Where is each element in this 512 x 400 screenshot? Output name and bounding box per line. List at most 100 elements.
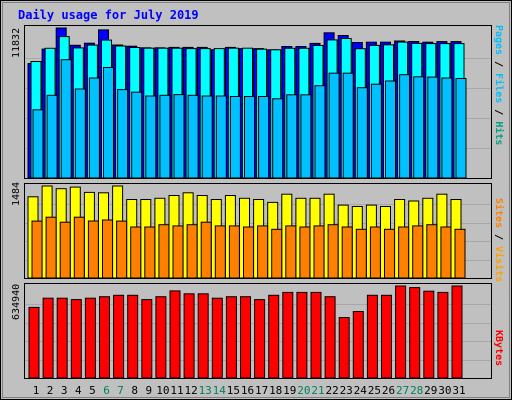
bar-kbytes-day-21 [310,291,322,379]
bar-sites-day-12 [186,224,198,279]
bar-kbytes-day-8 [127,294,139,379]
visits-sites-panel [24,183,492,279]
x-tick-label: 23 [340,384,353,397]
x-tick-label: 19 [283,384,296,397]
hits-ymax-label: 11832 [11,28,22,58]
bar-kbytes-day-1 [28,306,40,379]
bar-sites-day-16 [243,226,254,279]
bar-sites-day-27 [398,226,410,279]
bar-sites-day-28 [412,225,424,279]
bar-kbytes-day-25 [366,294,378,379]
bar-pages-day-14 [215,95,227,179]
bar-kbytes-day-15 [225,296,237,379]
bar-pages-day-6 [103,67,114,179]
x-tick-label: 4 [75,384,82,397]
bar-pages-day-25 [370,83,382,179]
legend-visits: Visits [493,246,505,282]
bar-kbytes-day-19 [282,291,294,379]
bar-kbytes-day-10 [155,296,167,379]
legend-sep-2: / [493,103,504,121]
bar-pages-day-4 [74,88,86,179]
bar-kbytes-day-3 [56,297,68,379]
x-axis-day-labels: 1 2 3 4 5 6 7 8 9 10 11 12 13 14 15 16 17 18 19 20 21 22 23 24 2… [33,384,466,397]
bar-pages-day-18 [272,98,284,179]
bar-kbytes-day-22 [324,296,336,379]
legend-hits: Hits [493,121,505,145]
bar-kbytes-day-29 [423,290,435,379]
bar-pages-day-26 [385,80,396,179]
bar-pages-day-23 [342,72,354,179]
bar-sites-day-8 [130,226,142,279]
bar-pages-day-1 [32,109,44,179]
bar-sites-day-3 [59,221,71,279]
bar-pages-day-8 [131,91,143,179]
x-tick-label: 26 [382,384,395,397]
bar-pages-day-2 [46,94,58,179]
x-tick-label: 8 [131,384,138,397]
bar-pages-day-31 [455,78,467,179]
x-tick-label: 24 [354,384,368,397]
x-tick-label: 27 [396,384,409,397]
bar-pages-day-13 [201,95,213,179]
bar-sites-day-13 [200,221,212,279]
bar-kbytes-day-13 [197,293,209,379]
bar-sites-day-14 [214,225,226,279]
bar-kbytes-day-9 [141,299,153,379]
bar-pages-day-9 [145,95,157,179]
x-tick-label: 5 [89,384,96,397]
bar-kbytes-day-12 [183,293,195,379]
bar-kbytes-day-24 [352,311,364,379]
bar-sites-day-1 [31,220,43,279]
x-tick-label: 31 [452,384,465,397]
bar-sites-day-23 [341,226,353,279]
bar-pages-day-16 [244,96,255,179]
bar-pages-day-17 [258,96,270,179]
x-tick-label: 6 [103,384,110,397]
kbytes-ymax-label: 634940 [11,284,22,320]
legend-sep-3: / [493,228,504,246]
bar-kbytes-day-20 [296,291,308,379]
x-tick-label: 1 [33,384,40,397]
bar-sites-day-21 [313,225,325,279]
legend-sep-1: / [493,55,504,73]
visits-side-legend: Sites / Visits [493,198,505,282]
bar-sites-day-2 [45,216,57,279]
bar-sites-day-15 [228,225,240,279]
x-tick-label: 16 [241,384,254,397]
bar-pages-day-24 [356,87,368,179]
bar-kbytes-day-18 [268,294,280,379]
bar-sites-day-22 [327,224,339,279]
kbytes-panel [24,283,492,379]
x-tick-label: 9 [145,384,152,397]
x-tick-label: 30 [438,384,451,397]
chart-title: Daily usage for July 2019 [18,8,199,22]
bar-sites-day-9 [144,226,156,279]
kbytes-side-legend: KBytes [493,330,504,366]
bar-sites-day-24 [355,228,367,279]
bar-kbytes-day-31 [451,285,463,379]
bar-pages-day-27 [399,74,411,179]
bar-pages-day-22 [328,72,340,179]
bar-kbytes-day-11 [169,290,181,379]
bar-sites-day-18 [271,228,283,279]
bar-kbytes-day-6 [99,296,110,379]
bar-sites-day-4 [73,216,85,279]
bar-sites-day-6 [102,219,113,279]
bar-pages-day-10 [159,94,171,179]
bar-sites-day-29 [426,224,438,279]
bar-kbytes-day-2 [42,297,54,379]
visits-ymax-label: 1484 [11,182,22,206]
bar-pages-day-7 [117,89,129,179]
bar-kbytes-day-30 [437,291,449,379]
x-tick-label: 28 [410,384,423,397]
x-tick-label: 11 [170,384,183,397]
bar-pages-day-5 [88,77,100,179]
bar-sites-day-17 [257,225,269,279]
x-tick-label: 7 [117,384,124,397]
x-tick-label: 13 [199,384,212,397]
bar-kbytes-day-17 [254,299,266,379]
bar-kbytes-day-4 [70,299,82,379]
bar-sites-day-31 [454,228,466,279]
bar-sites-day-20 [299,226,311,279]
bar-pages-day-15 [229,96,241,179]
